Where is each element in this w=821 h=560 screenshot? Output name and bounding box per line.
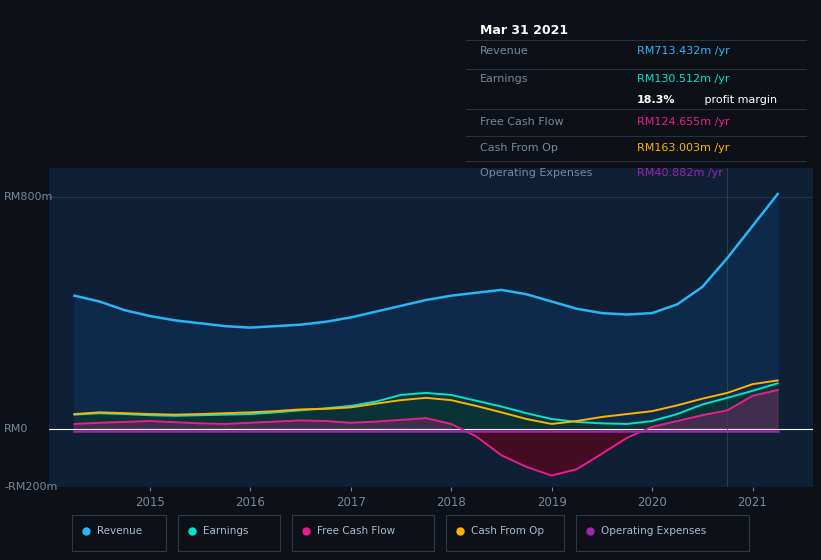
Text: RM130.512m /yr: RM130.512m /yr [637, 74, 729, 84]
Text: Operating Expenses: Operating Expenses [601, 526, 707, 536]
Text: Earnings: Earnings [480, 74, 529, 84]
Text: Free Cash Flow: Free Cash Flow [318, 526, 396, 536]
Text: RM713.432m /yr: RM713.432m /yr [637, 46, 729, 57]
Text: RM124.655m /yr: RM124.655m /yr [637, 116, 729, 127]
Text: RM163.003m /yr: RM163.003m /yr [637, 143, 729, 153]
Text: RM40.882m /yr: RM40.882m /yr [637, 169, 722, 178]
Text: RM0: RM0 [4, 424, 29, 434]
Text: 18.3%: 18.3% [637, 95, 675, 105]
Text: RM800m: RM800m [4, 192, 53, 202]
Text: Earnings: Earnings [204, 526, 249, 536]
Text: Cash From Op: Cash From Op [471, 526, 544, 536]
Text: Operating Expenses: Operating Expenses [480, 169, 592, 178]
Text: Revenue: Revenue [480, 46, 529, 57]
Text: Free Cash Flow: Free Cash Flow [480, 116, 563, 127]
Text: Revenue: Revenue [97, 526, 142, 536]
Text: Cash From Op: Cash From Op [480, 143, 557, 153]
Text: profit margin: profit margin [701, 95, 777, 105]
Text: Mar 31 2021: Mar 31 2021 [480, 24, 568, 37]
Text: -RM200m: -RM200m [4, 482, 57, 492]
